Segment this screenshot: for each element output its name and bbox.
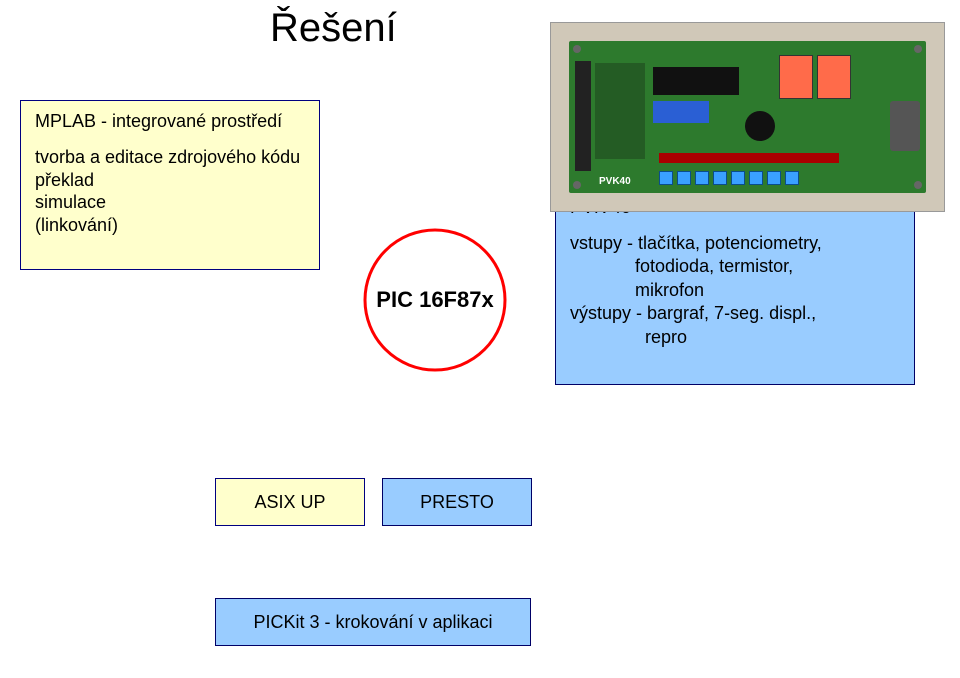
chip-icon [653, 67, 739, 95]
pic-label: PIC 16F87x [360, 287, 510, 313]
button-icon [713, 171, 727, 185]
mplab-title: MPLAB - integrované prostředí [35, 111, 305, 132]
presto-label: PRESTO [420, 492, 494, 513]
asix-label: ASIX UP [254, 492, 325, 513]
pvk-line: vstupy - tlačítka, potenciometry, [570, 232, 900, 255]
board-label: PVK40 [599, 176, 631, 187]
seven-seg-icon [779, 55, 813, 99]
hole-icon [573, 181, 581, 189]
hole-icon [573, 45, 581, 53]
pic-circle: PIC 16F87x [360, 225, 510, 375]
button-icon [659, 171, 673, 185]
connector-icon [890, 101, 920, 151]
hole-icon [914, 45, 922, 53]
mplab-line: simulace [35, 191, 305, 214]
mplab-line: (linkování) [35, 214, 305, 237]
button-icon [767, 171, 781, 185]
hole-icon [914, 181, 922, 189]
button-icon [749, 171, 763, 185]
page-title: Řešení [270, 6, 397, 51]
pvk-line: repro [570, 326, 900, 349]
speaker-icon [745, 111, 775, 141]
pickit-box: PICKit 3 - krokování v aplikaci [215, 598, 531, 646]
led-bar-icon [659, 153, 839, 163]
button-icon [785, 171, 799, 185]
button-icon [677, 171, 691, 185]
button-row-icon [659, 171, 799, 185]
board-photo: PVK40 [550, 22, 945, 212]
label-icon [595, 63, 645, 159]
button-icon [695, 171, 709, 185]
mplab-line: překlad [35, 169, 305, 192]
seven-seg-icon [817, 55, 851, 99]
mplab-box: MPLAB - integrované prostředí tvorba a e… [20, 100, 320, 270]
header-icon [575, 61, 591, 171]
mplab-line: tvorba a editace zdrojového kódu [35, 146, 305, 169]
pvk-line: výstupy - bargraf, 7-seg. displ., [570, 302, 900, 325]
pvk-line: fotodioda, termistor, [570, 255, 900, 278]
button-icon [731, 171, 745, 185]
pvk-line: mikrofon [570, 279, 900, 302]
pickit-label: PICKit 3 - krokování v aplikaci [253, 612, 492, 633]
dip-switch-icon [653, 101, 709, 123]
presto-box: PRESTO [382, 478, 532, 526]
asix-box: ASIX UP [215, 478, 365, 526]
pcb-icon: PVK40 [569, 41, 926, 193]
